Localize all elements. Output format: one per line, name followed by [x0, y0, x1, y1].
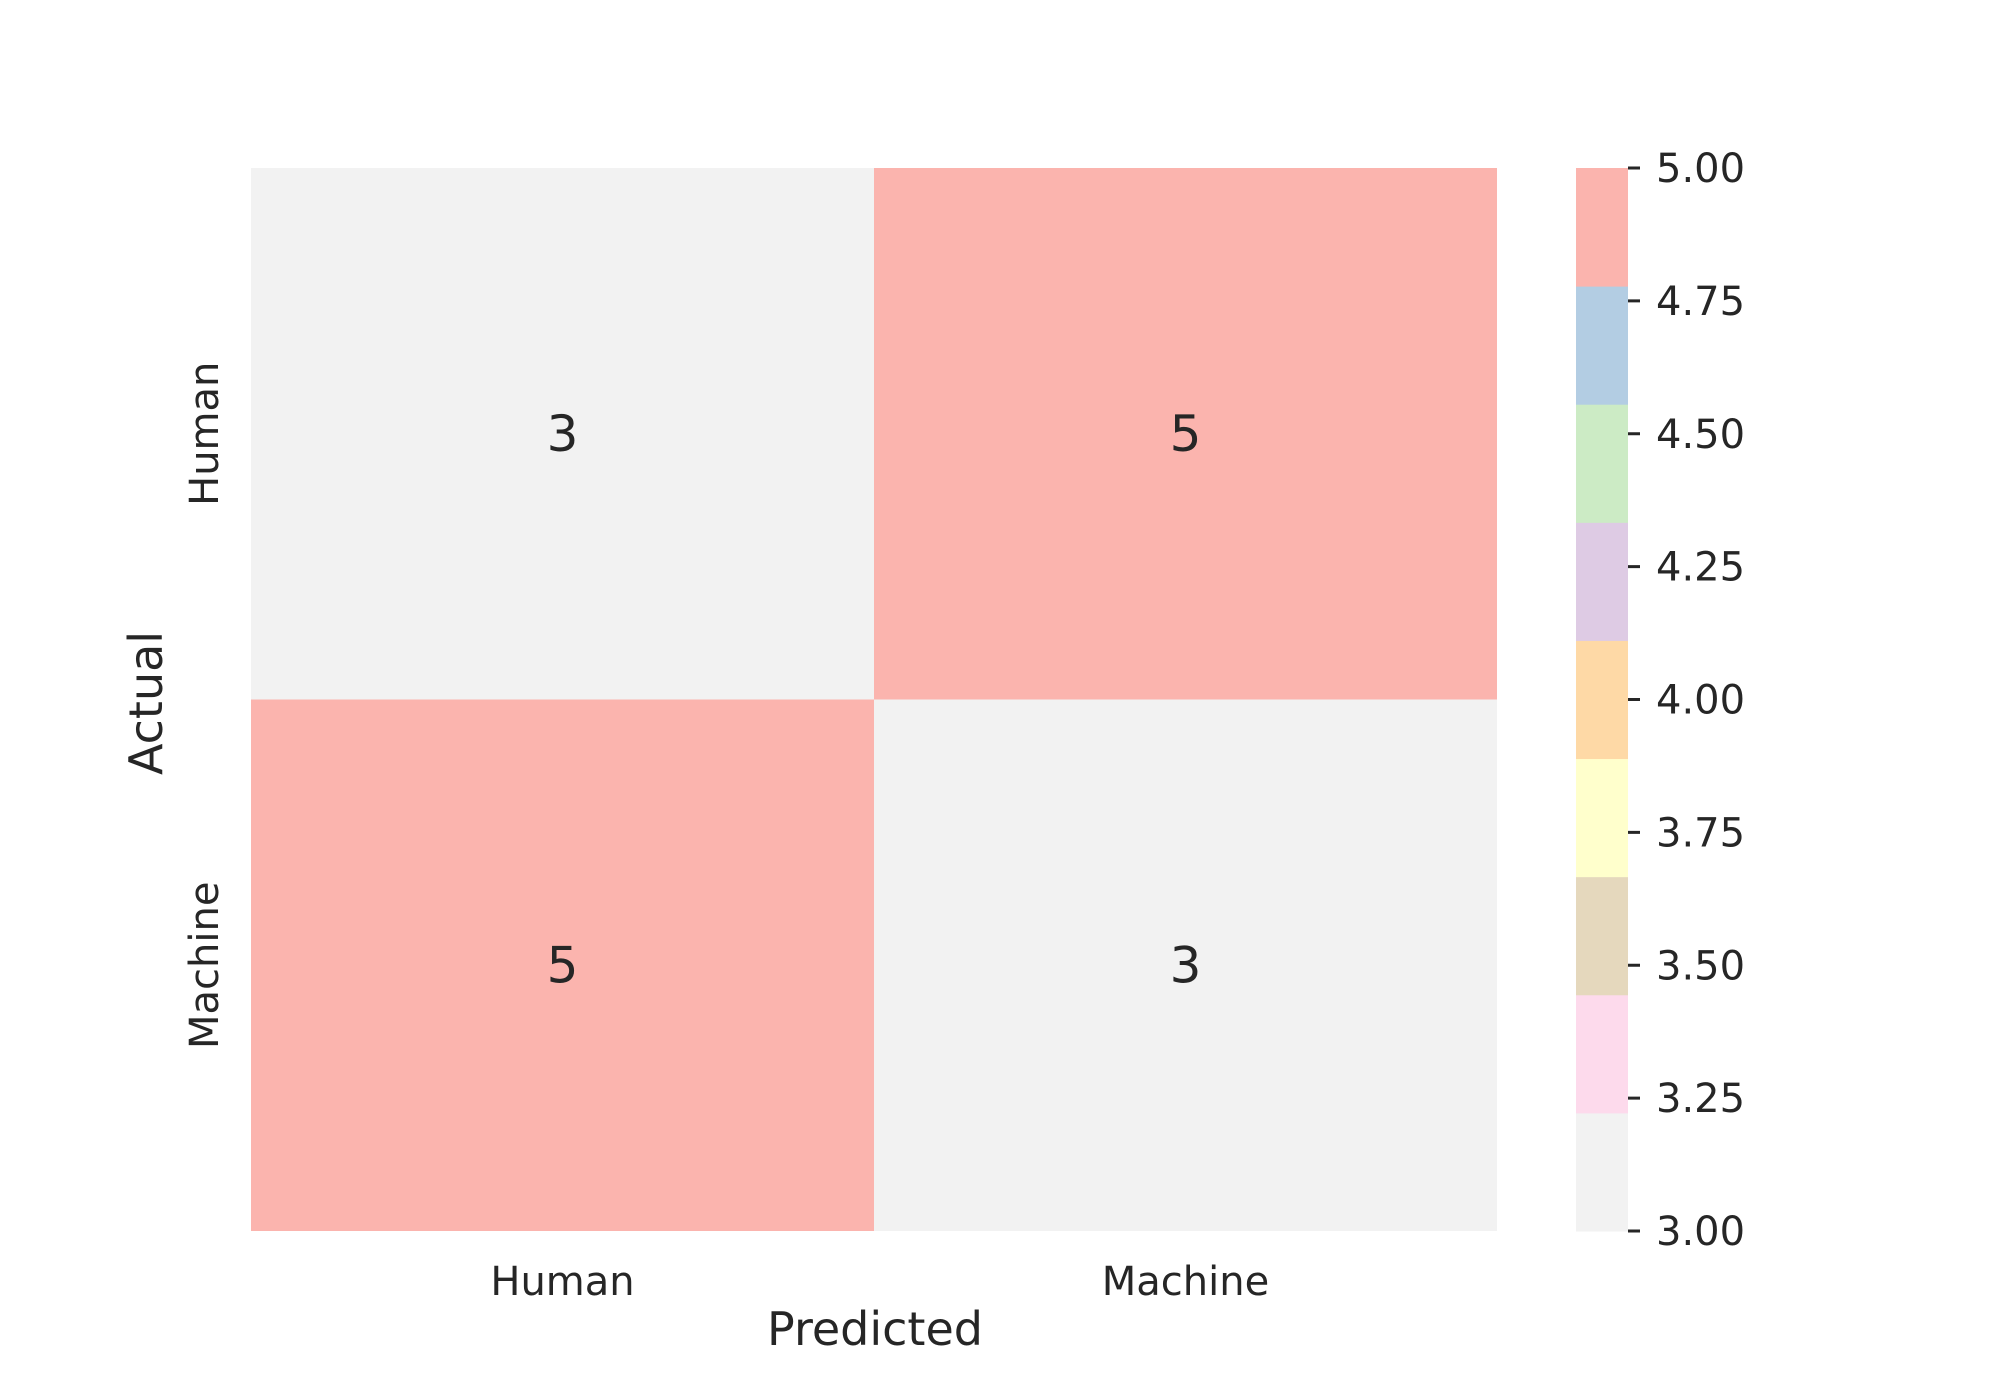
y-tick-label: Machine: [182, 882, 228, 1049]
y-axis-label: Actual: [119, 631, 173, 775]
colorbar-segment: [1576, 1112, 1628, 1232]
colorbar-segment: [1576, 640, 1628, 760]
cell-value-label: 5: [547, 936, 579, 994]
colorbar-tick-label: 4.00: [1656, 678, 1745, 724]
colorbar-segment: [1576, 168, 1628, 287]
colorbar-segment: [1576, 404, 1628, 523]
colorbar-segment: [1576, 994, 1628, 1114]
colorbar-ticks: 3.00 3.25 3.50 3.75 4.00 4.25 4.50 4.75 5.00: [1628, 146, 1745, 1255]
colorbar-tick-label: 3.50: [1656, 943, 1745, 989]
colorbar-segment: [1576, 758, 1628, 878]
x-tick-label: Human: [490, 1259, 634, 1305]
cell-value-label: 5: [1170, 405, 1202, 463]
heatmap-cell: [251, 168, 874, 700]
cell-labels: 3 5 5 3: [547, 405, 1202, 995]
heatmap-cell: [251, 699, 874, 1231]
colorbar-tick-label: 4.25: [1656, 545, 1745, 591]
colorbar-segment: [1576, 522, 1628, 641]
colorbar-segment: [1576, 876, 1628, 996]
cell-value-label: 3: [547, 405, 579, 463]
x-axis-label: Predicted: [767, 1302, 983, 1356]
colorbar-tick-label: 4.75: [1656, 279, 1745, 325]
colorbar-tick-label: 3.00: [1656, 1209, 1745, 1255]
x-tick-label: Machine: [1102, 1259, 1269, 1305]
heatmap-cell: [874, 699, 1497, 1231]
cell-value-label: 3: [1170, 936, 1202, 994]
x-tick-labels: Human Machine: [490, 1259, 1269, 1305]
colorbar-tick-label: 3.25: [1656, 1076, 1745, 1122]
heatmap-cell: [874, 168, 1497, 700]
y-tick-label: Human: [182, 362, 228, 506]
colorbar-segment: [1576, 286, 1628, 405]
colorbar-tick-label: 4.50: [1656, 412, 1745, 458]
colorbar-tick-label: 3.75: [1656, 810, 1745, 856]
colorbar-tick-label: 5.00: [1656, 146, 1745, 192]
colorbar: [1576, 168, 1628, 1232]
y-tick-labels: Human Machine: [182, 362, 228, 1049]
heatmap-cells: [251, 168, 1497, 1231]
